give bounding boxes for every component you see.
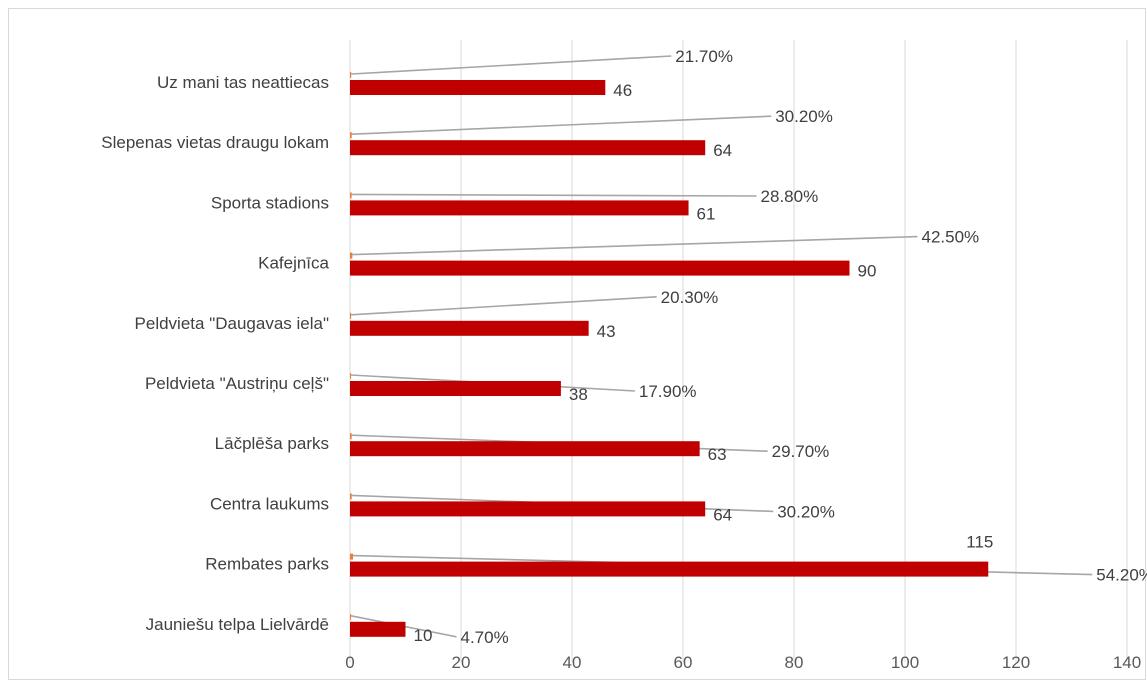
x-tick-label: 60 bbox=[674, 653, 693, 672]
count-data-label: 115 bbox=[966, 533, 993, 552]
share-bar bbox=[350, 132, 352, 138]
share-bar bbox=[350, 433, 352, 439]
x-axis-tick-labels: 0 20 40 60 80 100 120 140 bbox=[345, 653, 1141, 672]
count-bar bbox=[350, 381, 561, 396]
bars bbox=[350, 72, 988, 637]
x-tick-label: 120 bbox=[1002, 653, 1030, 672]
count-data-label: 64 bbox=[713, 505, 732, 524]
category-label: Lāčplēša parks bbox=[215, 434, 329, 453]
category-label: Peldvieta "Daugavas iela" bbox=[135, 314, 329, 333]
x-tick-label: 140 bbox=[1113, 653, 1141, 672]
count-bar bbox=[350, 321, 589, 336]
count-bar bbox=[350, 200, 689, 215]
count-bar bbox=[350, 140, 705, 155]
category-label: Rembates parks bbox=[205, 555, 329, 574]
count-data-label: 64 bbox=[713, 141, 732, 160]
percent-data-label: 29.70% bbox=[772, 442, 830, 461]
x-tick-label: 0 bbox=[345, 653, 354, 672]
count-bar bbox=[350, 441, 700, 456]
category-label: Centra laukums bbox=[210, 494, 329, 513]
percent-data-label: 28.80% bbox=[761, 187, 819, 206]
data-labels: 46 21.70% 64 30.20% 61 28.80% 90 42.50% 43 20.30%… bbox=[414, 47, 1147, 647]
count-data-label: 63 bbox=[708, 445, 727, 464]
x-tick-label: 40 bbox=[563, 653, 582, 672]
leader-line bbox=[351, 297, 657, 315]
share-bar bbox=[350, 493, 352, 499]
percent-data-label: 20.30% bbox=[661, 288, 719, 307]
leader-line bbox=[352, 237, 917, 255]
percent-data-label: 54.20% bbox=[1096, 566, 1147, 585]
count-data-label: 10 bbox=[414, 626, 433, 645]
count-bar bbox=[350, 501, 705, 516]
share-bar bbox=[350, 614, 351, 620]
percent-data-label: 17.90% bbox=[639, 382, 697, 401]
count-data-label: 46 bbox=[613, 81, 632, 100]
category-label: Sporta stadions bbox=[211, 193, 329, 212]
category-label: Uz mani tas neattiecas bbox=[157, 73, 329, 92]
count-bar bbox=[350, 622, 406, 637]
count-data-label: 38 bbox=[569, 385, 588, 404]
share-bar bbox=[350, 192, 352, 198]
count-data-label: 90 bbox=[858, 262, 877, 281]
category-label: Peldvieta "Austriņu ceļš" bbox=[145, 374, 329, 393]
category-label: Jauniešu telpa Lielvārdē bbox=[146, 615, 329, 634]
percent-data-label: 30.20% bbox=[775, 107, 833, 126]
leader-line bbox=[351, 56, 671, 74]
category-labels: Uz mani tas neattiecas Slepenas vietas dr… bbox=[101, 73, 329, 634]
x-tick-label: 20 bbox=[452, 653, 471, 672]
share-bar bbox=[350, 373, 351, 379]
count-data-label: 61 bbox=[697, 204, 716, 223]
share-bar bbox=[350, 313, 351, 319]
x-tick-label: 100 bbox=[891, 653, 919, 672]
x-tick-label: 80 bbox=[785, 653, 804, 672]
count-data-label: 43 bbox=[597, 322, 616, 341]
share-bar bbox=[350, 72, 351, 78]
leader-line bbox=[352, 116, 772, 134]
percent-data-label: 4.70% bbox=[461, 628, 509, 647]
percent-data-label: 42.50% bbox=[922, 228, 980, 247]
share-bar bbox=[350, 253, 352, 259]
category-label: Slepenas vietas draugu lokam bbox=[101, 133, 329, 152]
category-label: Kafejnīca bbox=[258, 254, 329, 273]
count-bar bbox=[350, 562, 988, 577]
share-bar bbox=[350, 554, 353, 560]
percent-data-label: 30.20% bbox=[777, 502, 835, 521]
count-bar bbox=[350, 80, 605, 95]
leader-line bbox=[352, 194, 757, 196]
percent-data-label: 21.70% bbox=[675, 47, 733, 66]
count-bar bbox=[350, 261, 850, 276]
